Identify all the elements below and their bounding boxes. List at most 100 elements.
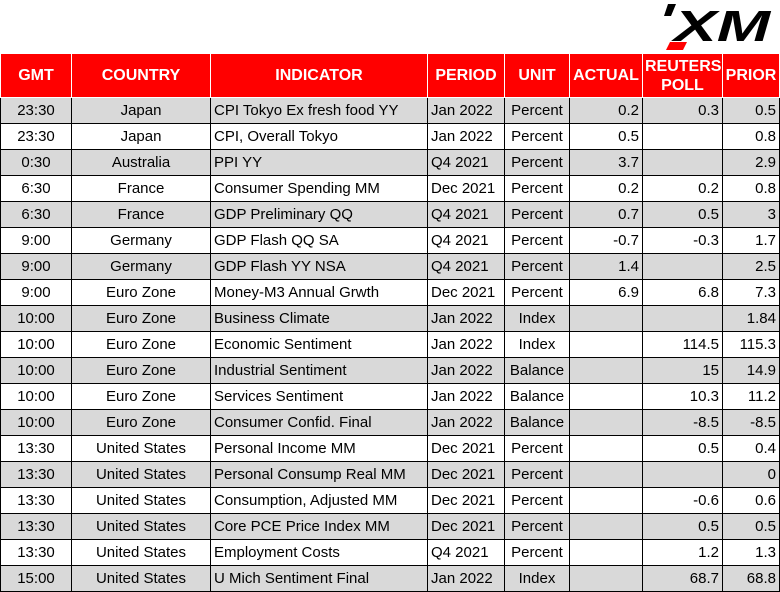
cell-actual: 0.2	[569, 97, 643, 124]
cell-prior: 7.3	[722, 279, 780, 306]
cell-indicator: PPI YY	[210, 149, 428, 176]
cell-reuters-poll: 10.3	[642, 383, 723, 410]
cell-reuters-poll: 0.5	[642, 513, 723, 540]
header-indicator: INDICATOR	[210, 53, 428, 98]
cell-reuters-poll	[642, 461, 723, 488]
table-row: 10:00 Euro Zone Industrial Sentiment Jan 20…	[0, 357, 780, 384]
cell-unit: Balance	[504, 357, 570, 384]
cell-gmt: 10:00	[0, 409, 72, 436]
cell-indicator: Industrial Sentiment	[210, 357, 428, 384]
cell-gmt: 9:00	[0, 227, 72, 254]
cell-unit: Percent	[504, 175, 570, 202]
table-row: 0:30 Australia PPI YY Q4 2021 Percent 3.7 2.9	[0, 149, 780, 176]
cell-prior: 11.2	[722, 383, 780, 410]
cell-gmt: 9:00	[0, 279, 72, 306]
cell-gmt: 10:00	[0, 331, 72, 358]
header-reuters-poll: REUTERS POLL	[642, 53, 723, 98]
cell-unit: Percent	[504, 227, 570, 254]
cell-reuters-poll: -0.3	[642, 227, 723, 254]
xm-logo-slash	[664, 4, 676, 16]
cell-prior: 0.8	[722, 175, 780, 202]
table-row: 13:30 United States Personal Income MM Dec …	[0, 435, 780, 462]
cell-country: Euro Zone	[71, 383, 211, 410]
header-country: COUNTRY	[71, 53, 211, 98]
cell-period: Jan 2022	[427, 383, 505, 410]
cell-period: Jan 2022	[427, 331, 505, 358]
cell-actual: -0.7	[569, 227, 643, 254]
economic-calendar-table: GMT COUNTRY INDICATOR PERIOD UNIT ACTUAL…	[0, 53, 780, 592]
cell-indicator: Economic Sentiment	[210, 331, 428, 358]
cell-reuters-poll	[642, 305, 723, 332]
cell-actual	[569, 435, 643, 462]
cell-period: Dec 2021	[427, 487, 505, 514]
cell-actual	[569, 461, 643, 488]
table-row: 10:00 Euro Zone Consumer Confid. Final Jan …	[0, 409, 780, 436]
cell-unit: Percent	[504, 253, 570, 280]
cell-period: Q4 2021	[427, 539, 505, 566]
cell-prior: -8.5	[722, 409, 780, 436]
cell-prior: 0	[722, 461, 780, 488]
header-unit: UNIT	[504, 53, 570, 98]
cell-gmt: 0:30	[0, 149, 72, 176]
header-actual: ACTUAL	[569, 53, 643, 98]
cell-unit: Percent	[504, 201, 570, 228]
cell-unit: Index	[504, 331, 570, 358]
cell-country: Euro Zone	[71, 331, 211, 358]
cell-unit: Percent	[504, 97, 570, 124]
table-row: 15:00 United States U Mich Sentiment Final…	[0, 565, 780, 592]
cell-prior: 3	[722, 201, 780, 228]
xm-logo: XM	[662, 2, 774, 52]
table-row: 9:00 Euro Zone Money-M3 Annual Grwth Dec 20…	[0, 279, 780, 306]
cell-period: Q4 2021	[427, 253, 505, 280]
cell-reuters-poll: 1.2	[642, 539, 723, 566]
xm-logo-text: XM	[670, 2, 772, 51]
cell-reuters-poll: 114.5	[642, 331, 723, 358]
cell-country: Japan	[71, 123, 211, 150]
cell-actual: 3.7	[569, 149, 643, 176]
cell-gmt: 9:00	[0, 253, 72, 280]
cell-actual	[569, 357, 643, 384]
cell-country: France	[71, 201, 211, 228]
cell-prior: 1.7	[722, 227, 780, 254]
table-row: 6:30 France GDP Preliminary QQ Q4 2021 Perce…	[0, 201, 780, 228]
cell-reuters-poll: -0.6	[642, 487, 723, 514]
cell-indicator: CPI Tokyo Ex fresh food YY	[210, 97, 428, 124]
cell-prior: 115.3	[722, 331, 780, 358]
cell-country: Euro Zone	[71, 357, 211, 384]
cell-actual	[569, 383, 643, 410]
cell-prior: 14.9	[722, 357, 780, 384]
cell-gmt: 13:30	[0, 487, 72, 514]
table-row: 23:30 Japan CPI, Overall Tokyo Jan 2022 Perc…	[0, 123, 780, 150]
cell-gmt: 13:30	[0, 461, 72, 488]
cell-period: Jan 2022	[427, 123, 505, 150]
cell-reuters-poll	[642, 149, 723, 176]
table-row: 23:30 Japan CPI Tokyo Ex fresh food YY Jan …	[0, 97, 780, 124]
cell-country: United States	[71, 539, 211, 566]
cell-unit: Percent	[504, 513, 570, 540]
cell-period: Jan 2022	[427, 409, 505, 436]
header-poll-line1: REUTERS	[645, 57, 722, 75]
cell-country: United States	[71, 513, 211, 540]
header-row: GMT COUNTRY INDICATOR PERIOD UNIT ACTUAL…	[0, 53, 780, 98]
table-row: 10:00 Euro Zone Economic Sentiment Jan 2022…	[0, 331, 780, 358]
cell-indicator: Business Climate	[210, 305, 428, 332]
cell-period: Jan 2022	[427, 97, 505, 124]
table-row: 6:30 France Consumer Spending MM Dec 2021 Pe…	[0, 175, 780, 202]
table-row: 13:30 United States Personal Consump Real …	[0, 461, 780, 488]
cell-reuters-poll: 0.2	[642, 175, 723, 202]
cell-indicator: Employment Costs	[210, 539, 428, 566]
cell-country: Euro Zone	[71, 409, 211, 436]
table-row: 10:00 Euro Zone Services Sentiment Jan 2022…	[0, 383, 780, 410]
cell-actual: 0.5	[569, 123, 643, 150]
cell-unit: Percent	[504, 279, 570, 306]
cell-indicator: CPI, Overall Tokyo	[210, 123, 428, 150]
cell-reuters-poll: 6.8	[642, 279, 723, 306]
cell-period: Jan 2022	[427, 357, 505, 384]
header-period: PERIOD	[427, 53, 505, 98]
header-poll-line2: POLL	[661, 76, 704, 94]
cell-country: Euro Zone	[71, 305, 211, 332]
cell-reuters-poll: 0.3	[642, 97, 723, 124]
cell-unit: Index	[504, 305, 570, 332]
xm-logo-graphic: XM	[664, 2, 772, 51]
cell-actual	[569, 305, 643, 332]
